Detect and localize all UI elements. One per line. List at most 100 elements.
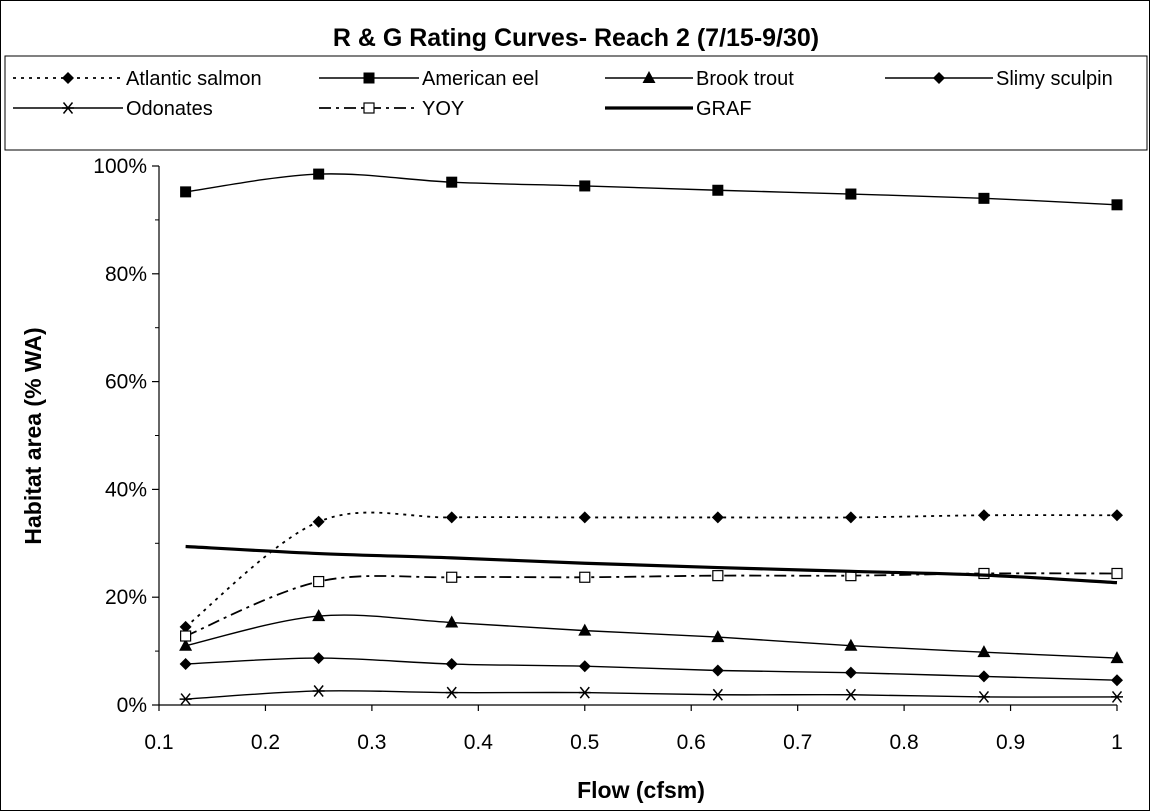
data-point [445, 511, 458, 524]
x-tick-label: 0.8 [890, 731, 919, 754]
x-tick-label: 0.2 [251, 731, 280, 754]
legend-item: Slimy sculpin [885, 68, 1113, 90]
data-point [180, 186, 192, 198]
series-brook-trout [179, 609, 1124, 664]
legend-label: Atlantic salmon [126, 68, 262, 90]
y-axis-title: Habitat area (% WA) [20, 327, 46, 544]
x-tick-label: 0.5 [570, 731, 599, 754]
legend-marker [363, 72, 375, 84]
data-point [1110, 651, 1124, 664]
x-tick-label: 0.4 [464, 731, 494, 754]
data-point [977, 645, 991, 658]
data-point [712, 570, 724, 582]
data-point [579, 571, 591, 583]
data-point [711, 664, 724, 677]
series-slimy-sculpin [179, 652, 1123, 687]
series-american-eel [180, 168, 1123, 211]
data-point [712, 184, 724, 196]
x-tick-label: 0.6 [677, 731, 706, 754]
series-layer [179, 168, 1124, 706]
data-point [977, 690, 990, 703]
data-point [313, 168, 325, 180]
series-line [185, 657, 1118, 681]
legend-label: GRAF [696, 98, 752, 120]
y-tick-label: 0% [117, 694, 147, 717]
y-tick-label: 40% [105, 478, 147, 501]
data-point [1111, 674, 1123, 687]
data-point [844, 666, 857, 679]
x-tick-label: 1 [1111, 731, 1123, 754]
legend-marker [363, 102, 375, 114]
series-line [185, 511, 1118, 628]
legend-item: YOY [319, 98, 464, 120]
data-point [312, 609, 326, 622]
legend-label: American eel [422, 68, 539, 90]
legend-label: Odonates [126, 98, 213, 120]
series-yoy [180, 567, 1123, 642]
x-tick-label: 0.7 [783, 731, 812, 754]
series-odonates [179, 685, 1123, 706]
y-tick-label: 60% [105, 371, 147, 394]
data-point [1111, 199, 1123, 211]
series-line [185, 572, 1118, 637]
data-point [446, 176, 458, 188]
legend-label: YOY [422, 98, 464, 120]
data-point [844, 511, 857, 524]
data-point [578, 511, 591, 524]
series-line [185, 614, 1118, 659]
data-point [711, 511, 724, 524]
axes: 0% 20% 40% 60% 80% 100% 0.1 0.2 0.3 0.4 0.5 0.6 0.7 0… [93, 155, 1123, 754]
series-line [185, 690, 1118, 700]
data-point [845, 188, 857, 200]
data-point [844, 638, 858, 651]
y-tick-label: 100% [93, 155, 147, 178]
legend-item: American eel [319, 68, 539, 90]
legend-marker [933, 72, 945, 84]
x-tick-label: 0.3 [357, 731, 386, 754]
legend-item: Atlantic salmon [13, 68, 262, 90]
data-point [1111, 567, 1123, 580]
data-point [179, 658, 192, 671]
y-tick-label: 80% [105, 263, 147, 286]
data-point [579, 180, 591, 192]
data-point [445, 615, 459, 628]
data-point [1111, 690, 1123, 703]
data-point [180, 630, 192, 642]
data-point [578, 660, 591, 673]
data-point [844, 688, 857, 701]
data-point [179, 638, 193, 651]
data-point [445, 686, 458, 699]
data-point [711, 630, 725, 643]
legend-item: Odonates [13, 98, 213, 120]
legend-marker [642, 71, 656, 83]
data-point [446, 571, 458, 583]
chart-title: R & G Rating Curves- Reach 2 (7/15-9/30) [333, 24, 819, 52]
legend-frame [4, 55, 1148, 151]
data-point [977, 670, 990, 683]
data-point [312, 652, 325, 665]
data-point [445, 658, 458, 671]
data-point [978, 192, 990, 204]
data-point [977, 509, 990, 522]
legend: Atlantic salmon American eel Brook trout Sl… [4, 55, 1148, 151]
legend-label: Brook trout [696, 68, 794, 90]
series-graf [185, 544, 1118, 585]
data-point [313, 575, 325, 588]
data-point [1111, 509, 1123, 522]
x-tick-label: 0.1 [144, 731, 173, 754]
series-line [185, 544, 1118, 585]
x-axis-title: Flow (cfsm) [577, 777, 705, 803]
legend-item: Brook trout [605, 68, 794, 90]
data-point [312, 515, 325, 528]
legend-item: GRAF [605, 98, 752, 120]
series-line [185, 173, 1118, 206]
legend-marker [62, 72, 74, 84]
data-point [179, 620, 192, 633]
x-tick-label: 0.9 [996, 731, 1025, 754]
data-point [312, 685, 325, 697]
legend-label: Slimy sculpin [996, 68, 1113, 90]
data-point [578, 686, 591, 699]
data-point [179, 693, 192, 706]
